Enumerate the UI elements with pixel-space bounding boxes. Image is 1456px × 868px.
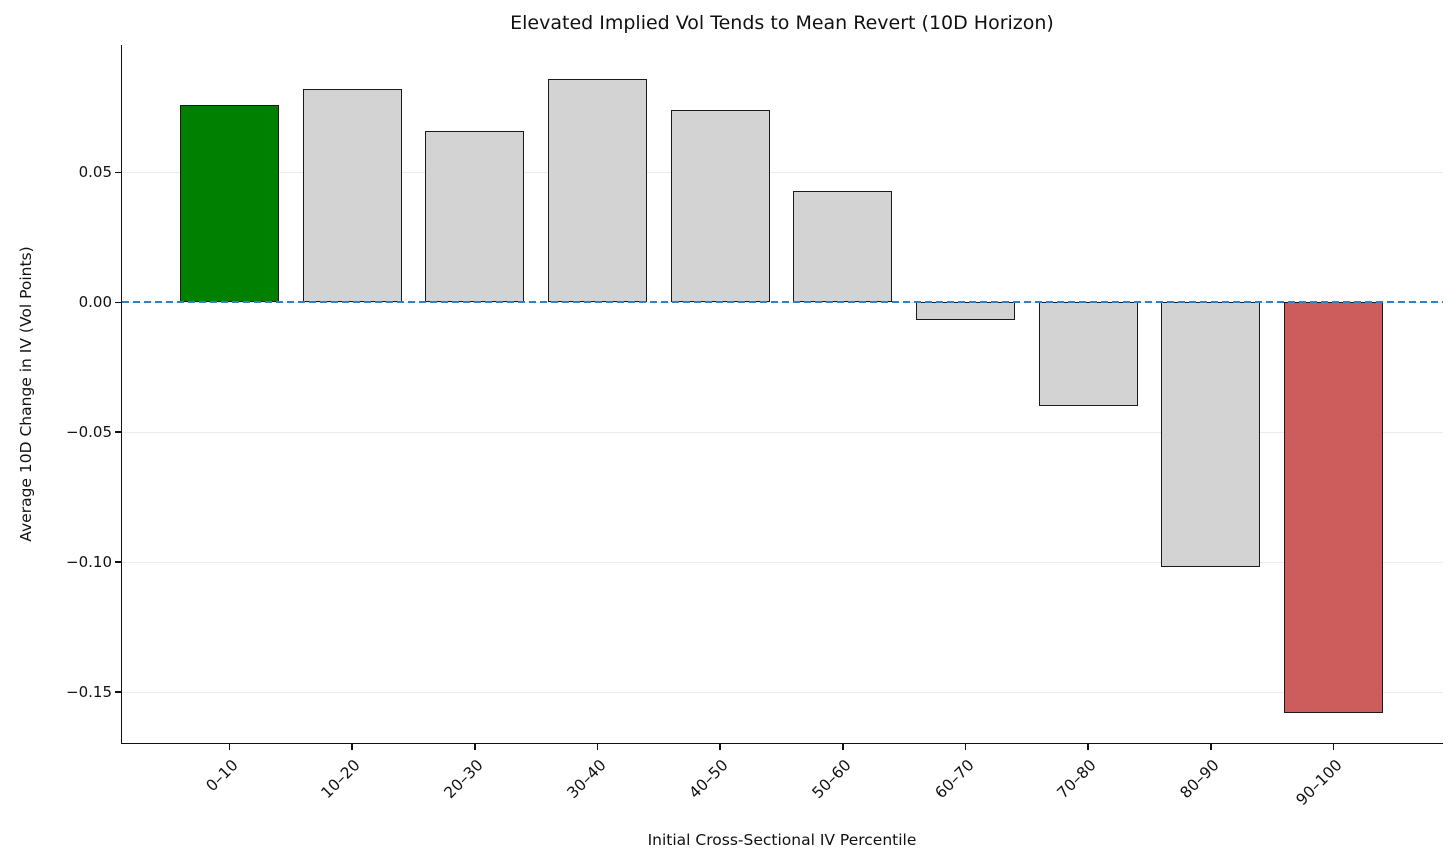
zero-reference-line [122, 301, 1443, 304]
plot-area: 0.05 0.00 −0.05 −0.10 −0.15 0–10 10–20 20–30 30–… [66, 45, 1443, 809]
bar-40–50 [670, 109, 770, 303]
x-tick-mark-10–20 [351, 744, 353, 750]
bar-30–40 [548, 78, 647, 303]
x-tick-mark-70–80 [1087, 744, 1089, 750]
x-tick-label-90–100: 90–100 [1292, 756, 1346, 810]
x-tick-mark-60–70 [964, 744, 967, 750]
x-tick-label-20–30: 20–30 [440, 756, 487, 803]
bar-0–10 [180, 104, 279, 303]
x-tick-mark-80–90 [1210, 744, 1212, 750]
x-tick-label-80–90: 80–90 [1176, 756, 1223, 803]
x-tick-label-30–40: 30–40 [563, 756, 610, 803]
y-axis-label: Average 10D Change in IV (Vol Points) [17, 246, 35, 542]
x-tick-label-40–50: 40–50 [685, 756, 732, 803]
bar-70–80 [1038, 302, 1138, 407]
y-tick-label-−0.10: −0.10 [66, 553, 112, 572]
y-tick-mark-−0.10 [115, 561, 121, 563]
x-tick-label-0–10: 0–10 [202, 756, 242, 796]
x-tick-mark-30–40 [596, 744, 599, 750]
x-tick-mark-50–60 [842, 744, 844, 750]
y-tick-label-0.05: 0.05 [78, 163, 112, 182]
gridline-−0.05 [122, 432, 1443, 434]
bar-10–20 [302, 89, 402, 303]
bar-80–90 [1161, 302, 1261, 568]
gridline-−0.10 [122, 562, 1443, 564]
x-tick-mark-0–10 [228, 744, 231, 750]
y-tick-label-−0.05: −0.05 [66, 423, 112, 442]
x-tick-label-70–80: 70–80 [1053, 756, 1100, 803]
y-tick-label-0.00: 0.00 [78, 293, 112, 312]
x-tick-label-60–70: 60–70 [931, 756, 978, 803]
x-tick-label-10–20: 10–20 [317, 756, 364, 803]
x-tick-label-50–60: 50–60 [808, 756, 855, 803]
bar-90–100 [1284, 302, 1384, 713]
bar-60–70 [916, 302, 1016, 321]
x-tick-mark-90–100 [1332, 744, 1335, 750]
y-tick-mark-−0.05 [115, 431, 121, 433]
y-tick-mark-0.00 [115, 301, 121, 303]
bar-20–30 [425, 130, 525, 303]
x-axis-label: Initial Cross-Sectional IV Percentile [647, 831, 917, 849]
y-tick-label-−0.15: −0.15 [66, 683, 112, 702]
gridline-−0.15 [122, 692, 1443, 694]
x-tick-mark-40–50 [719, 744, 721, 750]
x-tick-mark-20–30 [474, 744, 476, 750]
gridline-0.05 [122, 172, 1443, 174]
y-tick-mark-0.05 [115, 171, 121, 174]
chart-title: Elevated Implied Vol Tends to Mean Rever… [510, 12, 1054, 34]
bar-50–60 [793, 190, 893, 303]
y-tick-mark-−0.15 [115, 691, 121, 693]
